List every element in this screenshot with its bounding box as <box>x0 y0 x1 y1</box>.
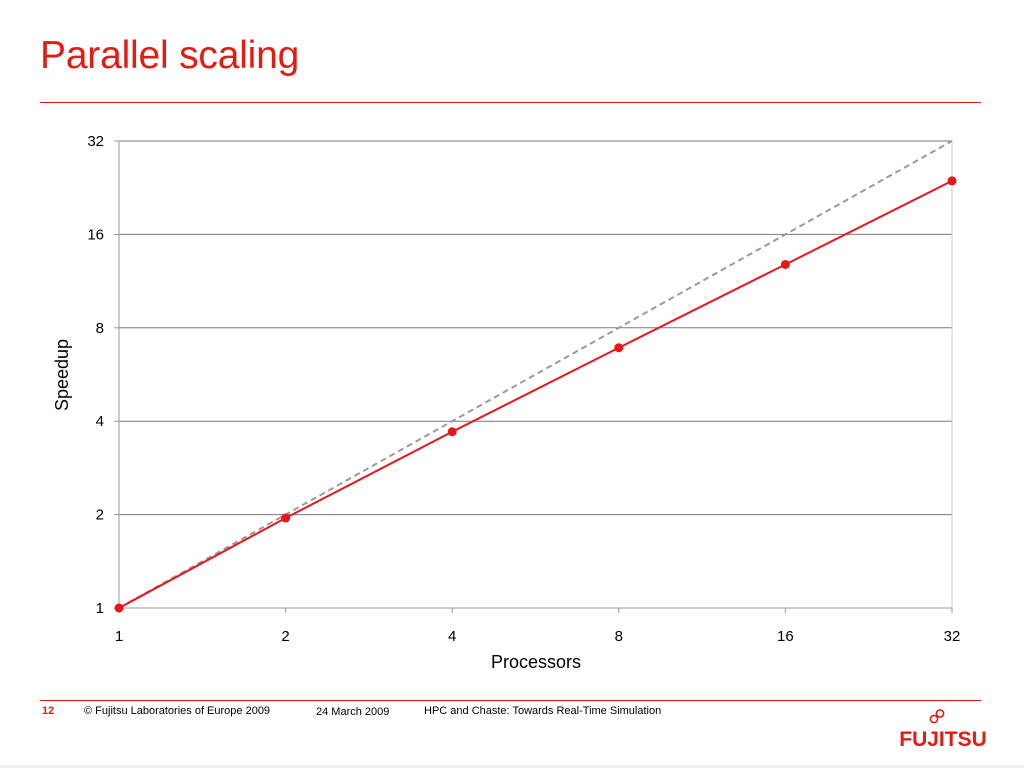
data-point-1-4 <box>780 259 790 269</box>
data-point-1-0 <box>114 603 124 613</box>
y-tick-label-2: 2 <box>96 507 104 524</box>
y-tick-label-4: 4 <box>96 413 104 430</box>
speedup-chart: 1 2 4 8 16 32 1 2 4 8 16 32 Processors Speedup <box>52 133 960 672</box>
x-tick-label-32: 32 <box>944 628 961 645</box>
x-tick-label-4: 4 <box>448 628 456 645</box>
logo-wordmark: FUJITSU <box>900 728 986 751</box>
x-tick-label-8: 8 <box>615 628 623 645</box>
data-point-1-1 <box>281 513 291 523</box>
y-tick-label-32: 32 <box>87 133 104 150</box>
series-line-0 <box>118 140 953 609</box>
series <box>114 140 957 613</box>
series-line-1 <box>118 179 953 609</box>
data-point-1-2 <box>447 427 457 437</box>
y-tick-label-1: 1 <box>96 600 104 617</box>
bottom-band <box>0 765 1024 768</box>
x-tick-label-2: 2 <box>281 628 289 645</box>
tick-labels: 1 2 4 8 16 32 1 2 4 8 16 32 <box>87 133 960 645</box>
presentation-date: 24 March 2009 <box>316 706 390 718</box>
copyright-text: © Fujitsu Laboratories of Europe 2009 <box>84 705 271 717</box>
title-divider <box>40 102 981 103</box>
x-tick-label-16: 16 <box>777 628 794 645</box>
x-tick-label-1: 1 <box>115 628 123 645</box>
axes <box>114 140 953 613</box>
x-axis-label: Processors <box>491 652 581 672</box>
infinity-mark-icon <box>929 709 945 724</box>
y-axis-label: Speedup <box>52 339 72 411</box>
page-number: 12 <box>42 705 55 717</box>
slide-title: Parallel scaling <box>40 34 300 77</box>
y-tick-label-16: 16 <box>87 226 104 243</box>
data-point-1-3 <box>614 343 624 353</box>
y-tick-label-8: 8 <box>96 320 104 337</box>
presentation-title: HPC and Chaste: Towards Real-Time Simula… <box>424 705 662 717</box>
footer-divider <box>40 700 981 701</box>
fujitsu-logo: FUJITSU <box>900 709 986 751</box>
gridlines <box>119 140 953 608</box>
data-point-1-5 <box>947 176 957 186</box>
